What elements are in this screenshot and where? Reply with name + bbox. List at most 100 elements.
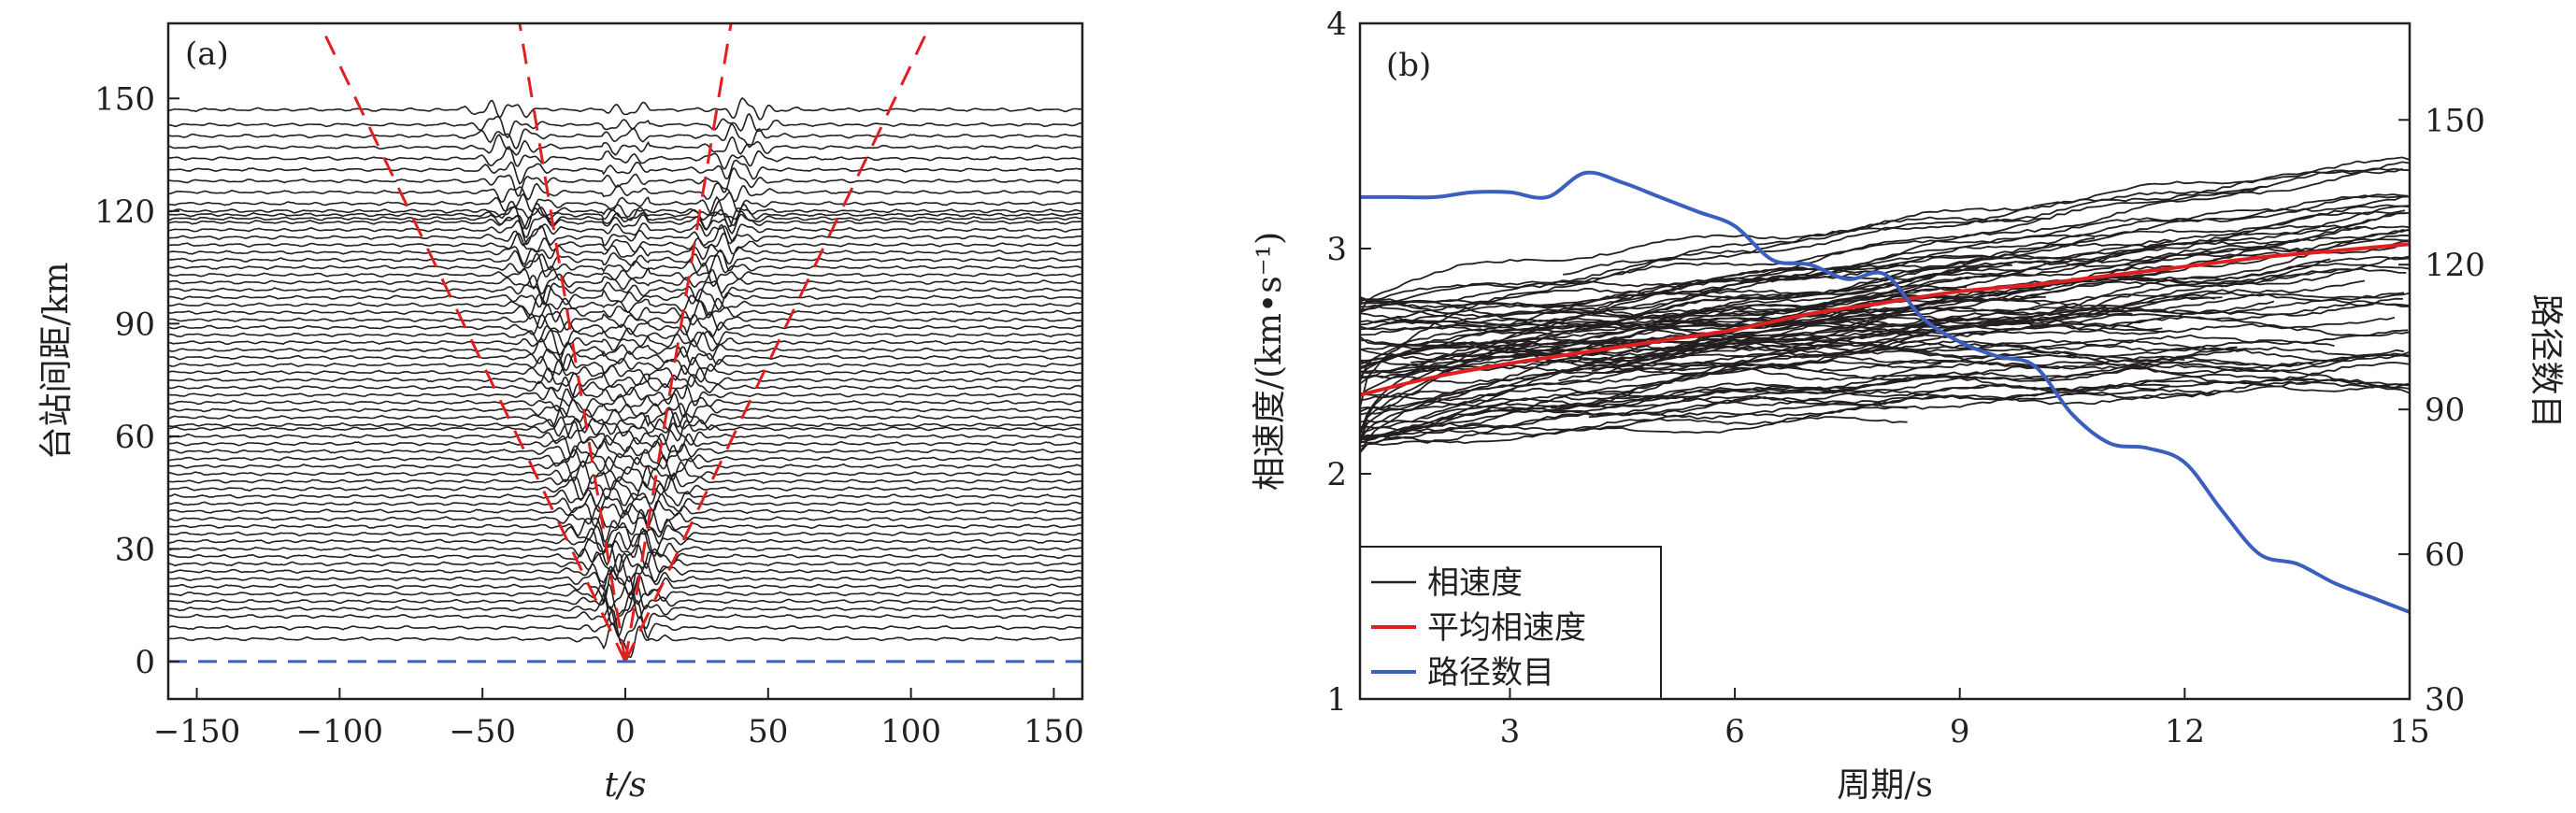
phase-velocity-curve [1359,321,1945,441]
moveout-line [318,22,627,663]
moveout-lines [318,22,933,663]
phase-velocity-curve [1359,243,2411,308]
seismogram-trace [167,590,1082,626]
seismogram-trace [167,411,1082,437]
seismogram-trace [167,508,1082,544]
legend-label: 路径数目 [1427,654,1554,692]
seismogram-trace [167,269,1082,295]
x-tick-label: 6 [1724,713,1745,750]
seismogram-trace [167,249,1082,272]
y-tick-label: 30 [115,531,155,568]
phase-velocity-curve [1359,255,2411,439]
phase-velocity-curve [1359,251,2320,441]
y-tick-label: 150 [94,80,155,118]
y-tick-label: 2 [1326,456,1347,493]
x-tick-label: −150 [153,713,240,750]
phase-velocity-curve [1360,373,2312,431]
seismogram-trace [167,527,1082,567]
seismogram-trace [167,192,1082,215]
seismogram-trace [167,388,1082,419]
phase-velocity-curve [1359,229,2411,439]
seismogram-trace [167,182,1082,203]
x-axis-label: 周期/s [1837,766,1933,805]
seismogram-trace [167,505,1082,534]
panel-label-a: (a) [185,36,229,73]
phase-velocity-curve [1359,205,2411,375]
phase-velocity-curve [1359,361,2411,444]
y2-tick-label: 60 [2425,536,2465,574]
y-tick-label: 0 [135,644,155,681]
phase-velocity-curve [1410,329,2409,364]
phase-velocity-curve [1556,349,2405,401]
y-tick-label: 90 [115,306,155,343]
x-tick-label: 150 [1023,713,1084,750]
seismogram-trace [168,576,1082,611]
panel-b-frame [1358,21,2411,701]
y2-tick-label: 90 [2425,392,2465,429]
phase-velocity-curve [1359,304,2411,390]
phase-velocity-curve [1359,406,1908,439]
seismogram-trace [167,474,1082,502]
phase-velocity-curve [1359,185,2268,314]
phase-velocity-curves [1359,156,2411,454]
path-count-line [1360,170,2411,614]
seismogram-trace [167,146,1082,170]
seismogram-trace [167,521,1082,549]
seismogram-trace [167,313,1082,338]
seismogram-trace [167,482,1082,507]
x-axis-label: t/s [604,766,646,805]
phase-velocity-curve [1359,297,2170,334]
seismogram-trace [167,460,1082,489]
seismogram-trace [167,219,1082,246]
seismogram-trace [167,465,1082,496]
seismogram-trace [167,406,1082,428]
seismogram-trace [167,243,1082,265]
phase-velocity-curve [1359,225,2365,435]
seismogram-trace [167,360,1082,383]
phase-velocity-curve [1420,297,2403,419]
seismogram-trace [167,223,1082,247]
seismogram-trace [168,279,1082,306]
mean-phase-velocity-line [1359,242,2411,397]
seismogram-trace [167,195,1082,221]
phase-velocity-curve [1588,362,1942,419]
y-tick-label: 60 [115,419,155,456]
moveout-line [623,22,733,663]
moveout-line [623,22,933,663]
x-tick-label: 3 [1500,713,1521,750]
y-axis-ticks: 0 30 60 90 120 150 [94,80,179,681]
seismogram-trace [167,492,1082,516]
seismogram-trace [167,207,1082,231]
left-y-axis-label: 相速度/(km•s⁻¹) [1251,232,1289,491]
phase-velocity-curve [1359,216,2042,313]
y2-tick-label: 30 [2425,681,2465,719]
phase-velocity-curve [1618,267,2407,319]
phase-velocity-curve [1359,338,2238,353]
seismogram-trace [167,310,1082,332]
y-axis-label: 台站间距/km [37,262,76,460]
phase-velocity-curve [1359,194,2411,303]
x-tick-label: 0 [615,713,636,750]
phase-velocity-curve [1359,362,2297,454]
seismogram-trace [167,454,1082,482]
seismogram-trace [167,527,1082,557]
panel-a: −150 −100 −50 0 50 100 150 0 30 60 90 120 150 (a) 台… [37,21,1084,805]
phase-velocity-curve [1359,392,2215,411]
phase-velocity-curve [1359,336,2365,363]
seismogram-trace [167,366,1082,389]
phase-velocity-curve [1359,353,2185,384]
phase-velocity-curve [1359,264,2012,368]
x-tick-label: 50 [748,713,788,750]
phase-velocity-curve [1359,204,2411,326]
seismogram-trace [167,543,1082,574]
seismogram-trace [167,416,1082,442]
y-tick-label: 120 [94,193,155,231]
x-tick-label: 12 [2165,713,2205,750]
seismogram-traces [167,96,1082,658]
phase-velocity-curve [1359,312,2411,337]
seismogram-trace [167,353,1082,376]
seismogram-trace [167,205,1082,230]
